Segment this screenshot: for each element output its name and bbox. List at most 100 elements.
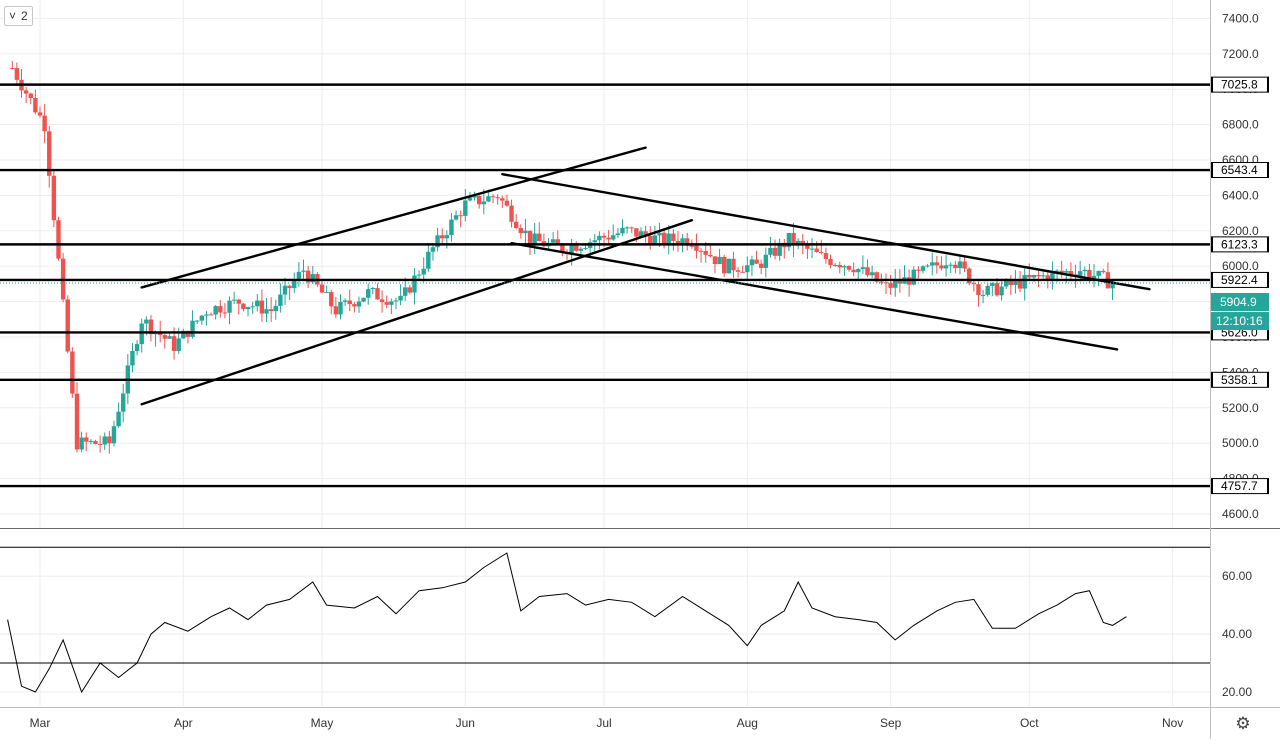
candle-body bbox=[920, 266, 926, 271]
candle-body bbox=[37, 112, 43, 116]
candle bbox=[819, 239, 824, 255]
level-badge-inner bbox=[1213, 163, 1267, 178]
candle-body bbox=[994, 283, 1000, 296]
trendline bbox=[510, 241, 1119, 351]
candle-body bbox=[329, 291, 334, 307]
candle bbox=[763, 247, 769, 278]
candle bbox=[791, 222, 796, 258]
candle bbox=[398, 284, 403, 306]
candle bbox=[758, 259, 764, 275]
candle bbox=[772, 239, 778, 260]
legend-collapse-button[interactable]: ˅ 2 bbox=[4, 6, 33, 26]
candle bbox=[708, 244, 713, 258]
candle-body bbox=[657, 232, 662, 236]
candle-body bbox=[846, 266, 852, 270]
candle-body bbox=[1096, 270, 1101, 276]
candle bbox=[458, 210, 463, 228]
time-tick-label: Jul bbox=[596, 716, 611, 730]
candle bbox=[453, 210, 459, 221]
candle bbox=[301, 259, 306, 281]
candle bbox=[47, 125, 52, 188]
candle-body bbox=[754, 259, 759, 264]
candle-body bbox=[985, 285, 990, 295]
candle-body bbox=[916, 269, 921, 271]
grid bbox=[0, 0, 1210, 706]
indicator-count: 2 bbox=[21, 9, 28, 23]
candle bbox=[393, 297, 399, 310]
candle-body bbox=[758, 263, 764, 268]
candle-body bbox=[379, 299, 385, 303]
candle-body bbox=[97, 443, 103, 445]
candle bbox=[102, 432, 107, 450]
candle bbox=[347, 289, 352, 312]
candle bbox=[42, 103, 47, 144]
candle bbox=[116, 402, 121, 428]
candle-body bbox=[661, 232, 667, 244]
candle bbox=[629, 226, 634, 234]
candle-body bbox=[601, 235, 607, 238]
time-tick-label: May bbox=[311, 716, 334, 730]
candle-body bbox=[560, 244, 565, 253]
rsi-tick-label: 60.00 bbox=[1222, 569, 1252, 583]
candle-body bbox=[555, 239, 560, 245]
candle bbox=[939, 256, 944, 271]
candle-body bbox=[389, 301, 394, 305]
candle bbox=[1013, 270, 1018, 294]
candle bbox=[167, 332, 172, 340]
candle-body bbox=[1068, 271, 1074, 275]
candle-body bbox=[703, 250, 708, 255]
candle-body bbox=[56, 220, 61, 259]
candle bbox=[208, 312, 214, 316]
candle-body bbox=[814, 248, 819, 253]
candle bbox=[305, 266, 311, 289]
candle-body bbox=[939, 265, 944, 269]
candle bbox=[389, 298, 394, 314]
candle bbox=[70, 347, 75, 398]
candle-body bbox=[578, 248, 584, 251]
candle-body bbox=[273, 305, 278, 312]
candle bbox=[745, 256, 750, 281]
candle-body bbox=[65, 299, 70, 352]
candle bbox=[356, 296, 362, 313]
candle bbox=[342, 298, 348, 307]
candle bbox=[162, 333, 168, 349]
level-badge-label: 6123.3 bbox=[1221, 237, 1258, 251]
rsi-tick-label: 20.00 bbox=[1222, 685, 1252, 699]
candle-body bbox=[1082, 269, 1087, 272]
candle-body bbox=[805, 244, 810, 249]
time-tick-label: Aug bbox=[737, 716, 758, 730]
trendline bbox=[140, 146, 647, 289]
candle-body bbox=[550, 239, 556, 243]
candle-body bbox=[227, 300, 232, 313]
candle bbox=[888, 274, 893, 295]
gear-icon[interactable]: ⚙ bbox=[1235, 714, 1251, 734]
candle bbox=[578, 246, 584, 255]
level-badge-inner bbox=[1213, 272, 1267, 287]
candle-body bbox=[1087, 269, 1092, 279]
candle-body bbox=[772, 247, 778, 256]
candle bbox=[338, 294, 343, 320]
candle bbox=[273, 299, 278, 320]
candle-body bbox=[1110, 283, 1115, 289]
candle bbox=[97, 435, 103, 453]
candle-body bbox=[1054, 270, 1060, 272]
candle-body bbox=[167, 336, 172, 339]
candles bbox=[10, 61, 1115, 454]
candle bbox=[1082, 266, 1087, 277]
candle bbox=[379, 290, 385, 313]
candle bbox=[883, 273, 889, 294]
candle-body bbox=[735, 270, 741, 272]
candle bbox=[1059, 260, 1064, 278]
candle-body bbox=[458, 215, 463, 217]
candle bbox=[606, 230, 611, 245]
candle bbox=[463, 189, 468, 222]
level-badge-label: 5922.4 bbox=[1221, 273, 1258, 287]
candle bbox=[74, 382, 80, 453]
candle-body bbox=[574, 245, 579, 251]
candle bbox=[574, 241, 579, 252]
candle-body bbox=[245, 307, 251, 310]
candle-body bbox=[347, 300, 352, 305]
candle bbox=[190, 310, 195, 339]
candle-body bbox=[721, 256, 727, 274]
